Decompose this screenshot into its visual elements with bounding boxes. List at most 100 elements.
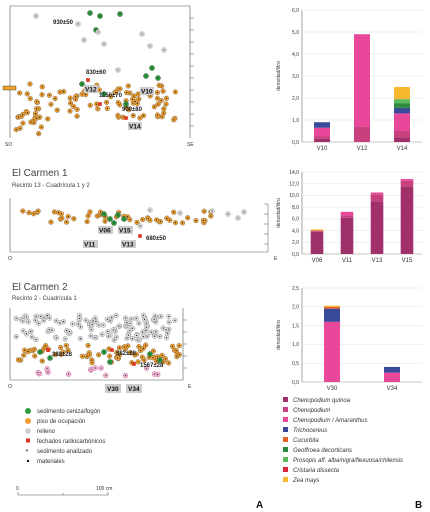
material-point	[90, 328, 92, 331]
material-point	[65, 344, 67, 347]
material-point	[113, 222, 115, 224]
level-marker	[2, 85, 17, 91]
material-point	[103, 43, 105, 45]
material-point	[122, 116, 124, 118]
legend-swatch	[283, 437, 288, 442]
y-tick-label: 12,0	[289, 182, 299, 188]
material-point	[28, 212, 30, 214]
legend-label: piso de ocupación	[37, 419, 85, 425]
bar-segment	[394, 103, 410, 108]
y-tick-label: 10,0	[289, 193, 299, 199]
material-point	[202, 219, 205, 222]
profile-el-carmen-2: O E 382±28 382±28 1567±28 V30 V34	[8, 308, 192, 393]
y-tick-label: 2,0	[292, 96, 299, 102]
material-point	[27, 351, 29, 353]
material-point	[39, 351, 41, 353]
material-point	[187, 217, 189, 219]
material-point	[158, 84, 160, 86]
material-point	[149, 45, 151, 47]
material-point	[46, 368, 48, 370]
bar-segment	[324, 305, 340, 307]
material-point	[155, 219, 158, 221]
material-point	[96, 215, 99, 217]
material-point	[69, 110, 71, 112]
material-point	[112, 329, 114, 331]
x-tick-label: V15	[402, 258, 413, 264]
material-point	[125, 103, 127, 105]
material-point	[41, 360, 43, 362]
bar-segment	[310, 231, 324, 254]
material-point	[90, 335, 92, 337]
material-point	[22, 114, 24, 116]
axis-right-label: E	[274, 256, 278, 262]
material-point	[91, 362, 93, 364]
material-point	[109, 218, 111, 220]
material-point	[34, 112, 37, 115]
material-point	[126, 321, 128, 324]
material-point	[123, 346, 125, 348]
material-point	[25, 333, 28, 335]
x-tick-label: V14	[397, 146, 408, 152]
material-point	[139, 117, 141, 119]
material-point	[149, 353, 151, 355]
y-tick-label: 1,0	[292, 342, 299, 348]
material-point	[104, 220, 106, 222]
sample-label: V30	[107, 386, 119, 393]
material-point	[148, 356, 150, 358]
sample-label: V15	[119, 228, 131, 235]
bar-segment	[384, 366, 400, 373]
material-point	[142, 331, 144, 333]
material-point	[97, 108, 99, 110]
bar-segment	[394, 137, 410, 142]
scale-start: 0	[16, 486, 19, 492]
material-point	[36, 117, 38, 119]
material-point	[60, 346, 62, 349]
bar-segment	[400, 179, 414, 181]
star-icon: *	[26, 449, 29, 456]
material-point	[106, 107, 108, 110]
material-point	[59, 322, 61, 324]
material-point	[153, 106, 155, 108]
material-point	[41, 94, 43, 96]
material-point	[132, 115, 134, 117]
material-point	[97, 31, 99, 33]
material-point	[69, 102, 72, 104]
material-point	[37, 372, 39, 374]
material-point	[94, 336, 96, 339]
material-point	[106, 318, 108, 320]
material-point	[114, 91, 117, 93]
material-point	[163, 108, 165, 110]
material-point	[145, 322, 147, 324]
sample-label: V34	[128, 386, 140, 393]
material-point	[166, 217, 168, 219]
material-point	[47, 118, 49, 120]
material-point	[156, 114, 159, 116]
y-tick-label: 1,0	[292, 118, 299, 124]
y-tick-label: 6,0	[292, 217, 299, 223]
gray-dot-icon	[25, 428, 31, 434]
material-point	[160, 99, 162, 102]
material-point	[151, 67, 153, 69]
material-point	[63, 90, 65, 93]
y-tick-label: 2,0	[292, 305, 299, 311]
y-tick-label: 4,0	[292, 228, 299, 234]
material-point	[168, 315, 170, 318]
dot-icon	[26, 459, 30, 463]
stacked-bar-chart: 0,0 1,0 2,0 3,0 4,0 5,0 6,0 densidad/litro V10 V1…	[276, 8, 422, 152]
bar-charts: 0,0 1,0 2,0 3,0 4,0 5,0 6,0 densidad/litro V10 V1…	[276, 8, 422, 392]
material-point	[139, 225, 141, 227]
material-point	[64, 338, 66, 340]
bar-segment	[370, 194, 384, 202]
material-point	[179, 212, 181, 214]
axis-left-label: O	[8, 256, 12, 262]
material-point	[90, 368, 92, 370]
material-point	[48, 329, 50, 331]
material-point	[161, 354, 163, 357]
material-point	[142, 114, 145, 117]
sample-label: V10	[141, 89, 153, 96]
material-point	[203, 210, 205, 212]
material-point	[35, 108, 38, 110]
material-point	[137, 93, 139, 95]
legend-swatch	[283, 467, 288, 472]
